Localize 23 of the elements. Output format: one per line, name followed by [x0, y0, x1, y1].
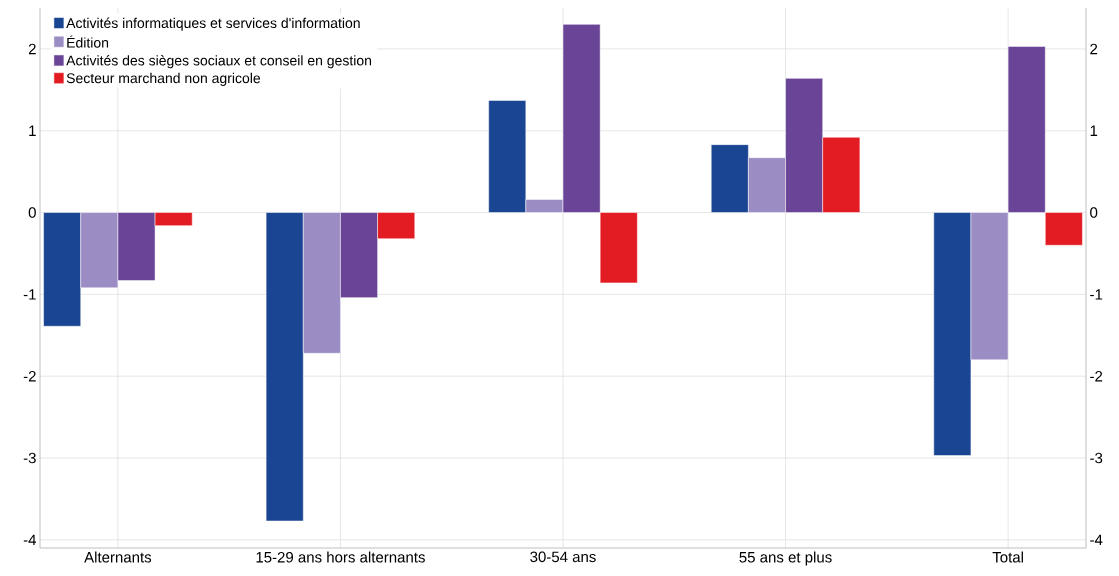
y-tick-label: 0 [28, 207, 36, 218]
y2-tick-label: -4 [1090, 534, 1103, 545]
x-tick-label: Total [992, 551, 1023, 563]
y-tick-label: -3 [23, 452, 36, 464]
y-tick-label: -2 [23, 370, 36, 382]
y2-tick-label: -2 [1090, 370, 1103, 382]
y-tick-label: -4 [23, 534, 37, 545]
x-tick-label: Alternants [84, 551, 152, 563]
x-tick-label: 15-29 ans hors alternants [256, 551, 425, 563]
x-tick-label: 55 ans et plus [739, 551, 832, 566]
y2-tick-label: 0 [1090, 207, 1098, 218]
y-tick-label: 2 [28, 43, 36, 55]
y2-tick-label: -3 [1090, 452, 1103, 464]
y2-tick-label: 1 [1090, 125, 1098, 136]
legend-label: Édition [67, 35, 109, 48]
legend-label: Activités informatiques et services d'information [66, 17, 360, 31]
y-tick-label: 1 [29, 125, 36, 136]
legend-label: Activités des sièges sociaux et conseil en gestion [66, 55, 372, 69]
y-tick-label: -1 [23, 289, 36, 300]
x-tick-label: 30-54 ans [530, 551, 596, 563]
y2-tick-label: -1 [1090, 289, 1103, 300]
legend-label: Secteur marchand non agricole [66, 72, 261, 86]
y2-tick-label: 2 [1090, 43, 1098, 55]
